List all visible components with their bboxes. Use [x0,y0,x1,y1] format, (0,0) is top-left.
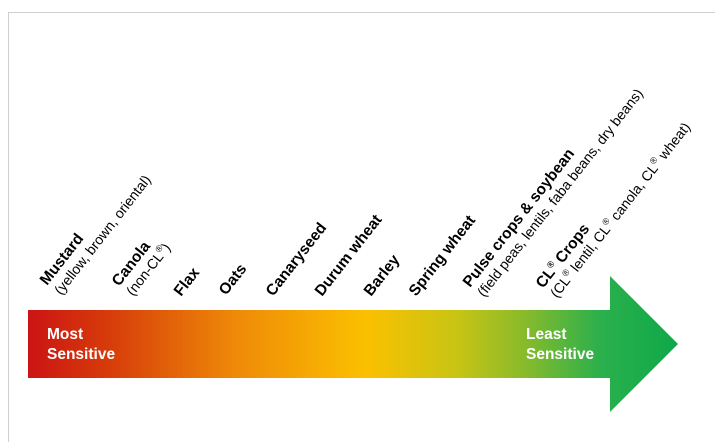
registered-mark: ® [560,267,572,279]
crop-name: Flax [171,264,204,299]
crop-canola: Canola (non-CL®) [109,238,174,299]
least-label: Least Sensitive [526,326,594,363]
crop-oats: Oats [216,261,251,299]
crop-detail: (CL® lentil, CL® canola, CL® wheat) [546,119,693,301]
detail-text: canola, CL [605,160,661,226]
most-label: Most Sensitive [47,326,115,363]
crop-name: Oats [216,261,251,299]
least-label-line1: Least [526,326,567,343]
crop-barley: Barley [361,251,404,299]
registered-mark: ® [648,154,660,166]
registered-mark: ® [600,216,612,228]
crop-flax: Flax [171,264,204,299]
figure-frame [8,12,715,442]
diagram-canvas: Most Sensitive Least Sensitive Mustard (… [8,12,715,442]
crop-name: Barley [361,251,404,299]
sensitivity-arrow [28,276,678,412]
sensitivity-diagram: Most Sensitive Least Sensitive Mustard (… [28,85,693,412]
registered-mark: ® [153,243,165,255]
detail-text: wheat) [652,119,693,165]
most-label-line1: Most [47,326,83,343]
registered-mark: ® [545,259,557,271]
most-label-line2: Sensitive [47,346,115,363]
least-label-line2: Sensitive [526,346,594,363]
